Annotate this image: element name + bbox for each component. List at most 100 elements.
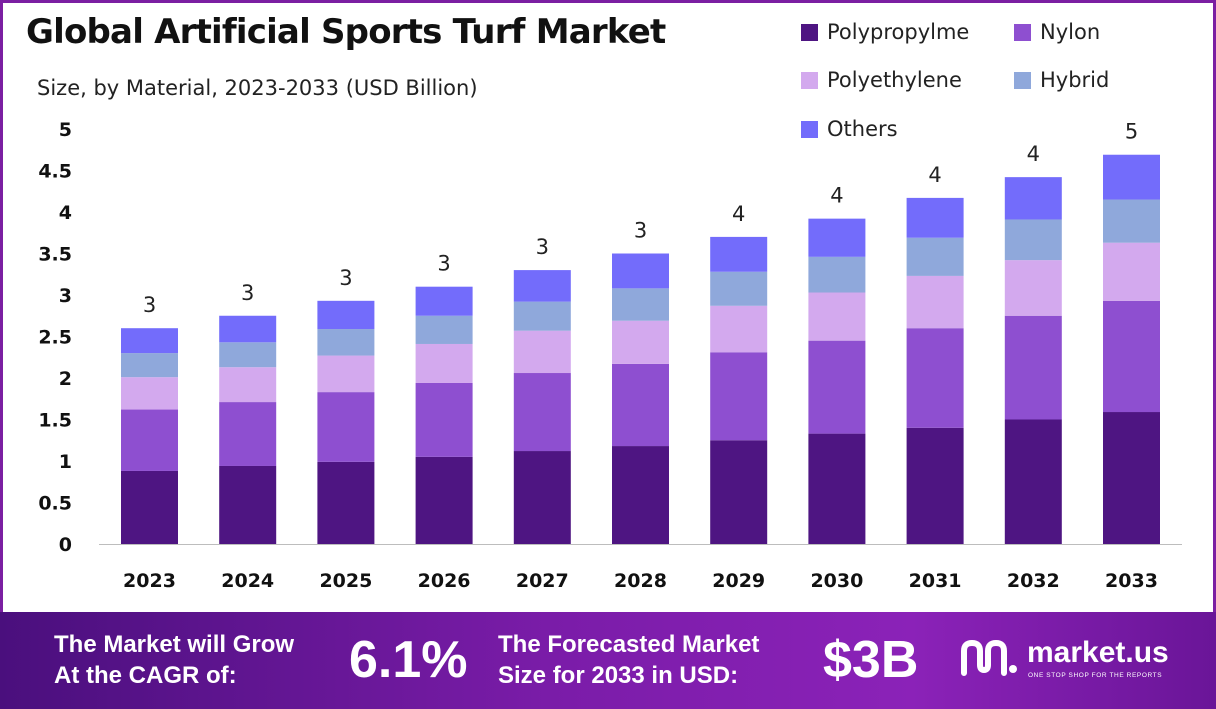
bar-segment-polyethylene [710, 305, 768, 353]
bar-segment-polyethylene [906, 275, 964, 329]
bar-segment-nylon [612, 363, 669, 447]
forecast-label-line2: Size for 2033 in USD: [498, 662, 739, 689]
bar-segment-polypropylme [612, 446, 669, 544]
bar-total-label: 4 [732, 202, 745, 226]
legend-swatch-others [801, 120, 818, 138]
legend-label-hybrid: Hybrid [1040, 68, 1110, 92]
market-us-logo-icon [961, 639, 1017, 676]
legend-swatch-hybrid [1014, 71, 1031, 89]
bar-segment-polyethylene [1103, 242, 1160, 301]
y-tick-label: 3.5 [38, 244, 72, 266]
x-tick-label: 2031 [909, 570, 962, 592]
bar-segment-nylon [808, 340, 866, 434]
x-tick-label: 2032 [1007, 570, 1060, 592]
bar-segment-nylon [317, 392, 375, 462]
bar-segment-hybrid [121, 353, 178, 378]
bar-segment-polypropylme [1103, 412, 1160, 544]
bar-segment-polypropylme [808, 433, 866, 544]
bar-segment-polypropylme [121, 470, 178, 544]
legend-swatch-polyethylene [801, 71, 818, 89]
bar-segment-polypropylme [1004, 419, 1062, 544]
y-tick-label: 1 [59, 451, 72, 473]
bar-segment-polyethylene [513, 330, 571, 374]
forecast-value: $3B [823, 631, 919, 689]
logo-name: market.us [1027, 636, 1169, 669]
bar-segment-nylon [415, 382, 473, 457]
logo-tagline: ONE STOP SHOP FOR THE REPORTS [1028, 672, 1163, 679]
bar-segment-polyethylene [1004, 260, 1062, 316]
bar-total-label: 3 [339, 266, 352, 290]
bar-segment-others [710, 236, 768, 272]
y-tick-label: 5 [59, 119, 72, 141]
bar-segment-polypropylme [415, 456, 473, 544]
x-tick-label: 2033 [1105, 570, 1158, 592]
legend-item-polypropylme: Polypropylme [801, 20, 969, 44]
x-tick-label: 2027 [516, 570, 569, 592]
y-tick-label: 2.5 [38, 327, 72, 349]
y-tick-label: 1.5 [38, 410, 72, 432]
y-tick-label: 4 [59, 202, 72, 224]
x-tick-label: 2023 [123, 570, 176, 592]
bar-total-label: 4 [928, 163, 941, 187]
bar-total-label: 3 [536, 235, 549, 259]
y-tick-label: 2 [59, 368, 72, 390]
bar-segment-polyethylene [219, 367, 277, 403]
stacked-bar-chart: 0 0.5 1 1.5 2 2.5 3 3.5 4 4.5 5 3 2023 3 2024 3 2025 3 202… [38, 119, 1182, 592]
bar-segment-polypropylme [513, 451, 571, 544]
bar-total-label: 3 [634, 219, 647, 243]
bar-segment-others [219, 315, 277, 343]
legend-label-nylon: Nylon [1040, 20, 1101, 44]
bar-segment-others [415, 286, 473, 316]
bar-segment-nylon [121, 409, 178, 471]
cagr-value: 6.1% [349, 631, 468, 689]
legend-swatch-polypropylme [801, 23, 818, 41]
bar-segment-nylon [219, 402, 277, 466]
legend-item-nylon: Nylon [1014, 20, 1100, 44]
bar-segment-others [513, 270, 571, 302]
bar-segment-nylon [1004, 315, 1062, 420]
bar-segment-polyethylene [317, 355, 375, 393]
bar-segment-hybrid [317, 329, 375, 356]
bar-segment-nylon [1103, 300, 1160, 413]
bar-total-label: 4 [1027, 142, 1040, 166]
bar-segment-others [317, 300, 375, 330]
legend-swatch-nylon [1014, 23, 1031, 41]
bar-segment-hybrid [906, 237, 964, 276]
bar-segment-hybrid [612, 288, 669, 321]
bar-segment-hybrid [219, 342, 277, 368]
bar-segment-polypropylme [219, 465, 277, 544]
legend-item-hybrid: Hybrid [1014, 68, 1109, 92]
legend-label-polyethylene: Polyethylene [827, 68, 962, 92]
bar-segment-others [1103, 154, 1160, 200]
bar-segment-hybrid [1103, 199, 1160, 243]
bar-segment-polypropylme [710, 440, 768, 544]
bar-total-label: 3 [241, 281, 254, 305]
legend-item-others: Others [801, 117, 898, 141]
bar-segment-nylon [906, 328, 964, 428]
legend-label-polypropylme: Polypropylme [827, 20, 970, 44]
chart-title: Global Artificial Sports Turf Market [26, 12, 666, 52]
bar-segment-others [808, 218, 866, 257]
bar-total-label: 5 [1125, 120, 1138, 144]
x-tick-label: 2028 [614, 570, 667, 592]
bar-segment-others [906, 197, 964, 238]
cagr-label-line1: The Market will Grow [54, 631, 295, 658]
y-tick-label: 3 [59, 285, 72, 307]
bar-segment-others [121, 328, 178, 354]
bar-segment-polyethylene [415, 343, 473, 383]
footer-banner: The Market will Grow At the CAGR of: 6.1… [0, 612, 1216, 709]
chart-subtitle: Size, by Material, 2023-2033 (USD Billio… [37, 76, 478, 100]
bar-segment-others [1004, 177, 1062, 220]
bar-segment-hybrid [415, 315, 473, 344]
bar-total-label: 3 [437, 252, 450, 276]
bar-segment-others [612, 253, 669, 289]
forecast-label-line1: The Forecasted Market [498, 631, 760, 658]
y-tick-label: 4.5 [38, 161, 72, 183]
bar-segment-hybrid [513, 301, 571, 331]
y-tick-label: 0.5 [38, 493, 72, 515]
x-tick-label: 2024 [221, 570, 274, 592]
bar-total-label: 3 [143, 293, 156, 317]
x-tick-label: 2025 [319, 570, 372, 592]
forecast-label: The Forecasted Market Size for 2033 in U… [498, 629, 759, 691]
